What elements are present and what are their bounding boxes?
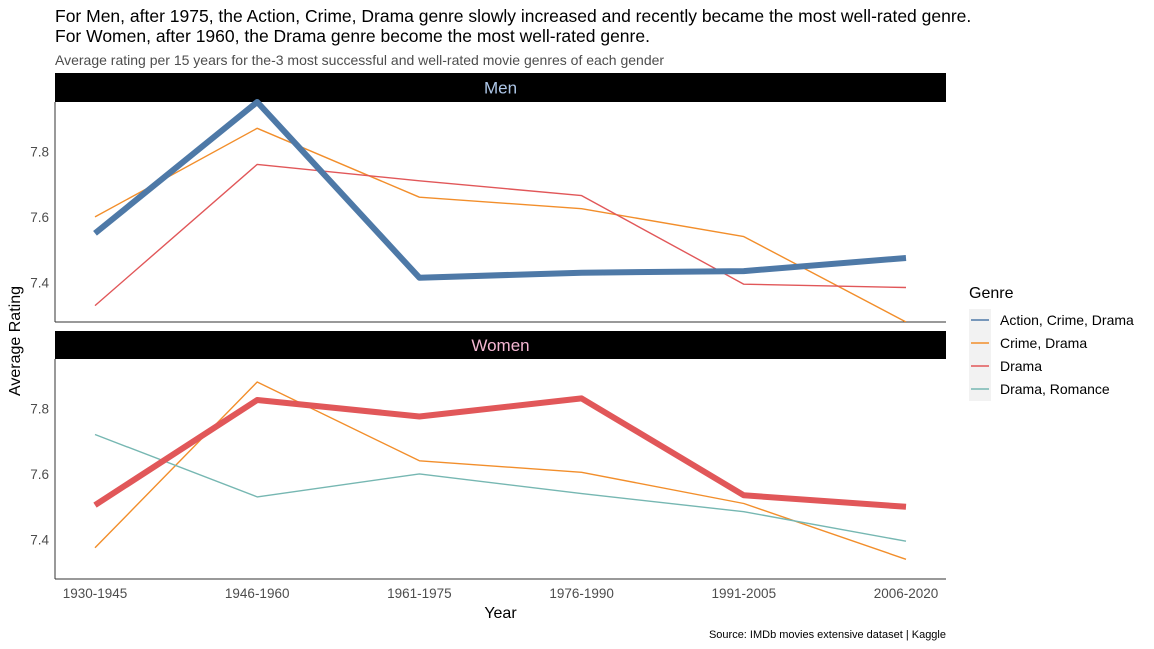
y-axis-title: Average Rating xyxy=(7,286,24,396)
facet-strip-men xyxy=(55,73,946,102)
chart-title-line-1: For Men, after 1975, the Action, Crime, … xyxy=(55,6,972,26)
legend-label: Drama, Romance xyxy=(1000,381,1110,397)
y-tick-label-women: 7.8 xyxy=(30,401,49,416)
x-tick-label: 1991-2005 xyxy=(712,586,777,601)
series-line-men-crime-drama xyxy=(94,127,907,322)
legend-label: Action, Crime, Drama xyxy=(1000,312,1134,328)
title-block: For Men, after 1975, the Action, Crime, … xyxy=(55,6,971,68)
x-tick-label: 2006-2020 xyxy=(874,586,939,601)
chart-subtitle: Average rating per 15 years for the-3 mo… xyxy=(55,52,665,68)
x-axis-title: Year xyxy=(484,605,517,622)
x-tick-label: 1961-1975 xyxy=(387,586,452,601)
facet-strip-women xyxy=(55,331,946,359)
series-line-women-drama xyxy=(93,395,907,510)
chart-title-line-2: For Women, after 1960, the Drama genre b… xyxy=(55,26,650,46)
series-line-men-action-crime-drama xyxy=(93,99,907,281)
chart-caption: Source: IMDb movies extensive dataset | … xyxy=(709,629,946,641)
series-line-women-drama-romance xyxy=(94,433,907,542)
legend-label: Drama xyxy=(1000,358,1042,374)
y-tick-label-women: 7.4 xyxy=(30,533,49,548)
series-line-women-crime-drama xyxy=(94,381,907,560)
x-tick-label: 1976-1990 xyxy=(549,586,614,601)
y-tick-label-women: 7.6 xyxy=(30,467,49,482)
legend-title: Genre xyxy=(969,285,1014,302)
y-tick-label-men: 7.6 xyxy=(30,210,49,225)
series-line-men-drama xyxy=(94,163,907,307)
x-tick-label: 1946-1960 xyxy=(225,586,290,601)
facet-label-women: Women xyxy=(471,336,529,355)
y-tick-label-men: 7.8 xyxy=(30,144,49,159)
y-tick-label-men: 7.4 xyxy=(30,276,49,291)
facet-label-men: Men xyxy=(484,79,517,98)
legend-label: Crime, Drama xyxy=(1000,335,1087,351)
x-tick-label: 1930-1945 xyxy=(63,586,128,601)
